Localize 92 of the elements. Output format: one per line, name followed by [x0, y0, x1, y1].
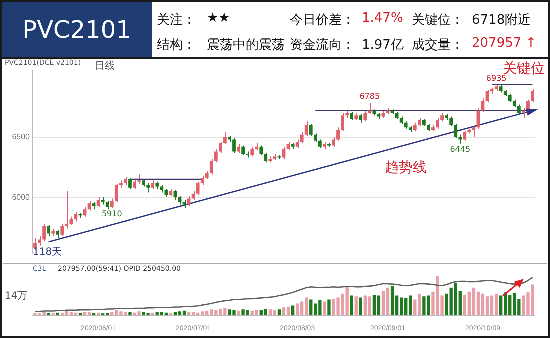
bar: [286, 306, 290, 316]
candlestick: [472, 126, 476, 138]
bar: [92, 313, 96, 316]
bar: [359, 298, 362, 316]
bar: [282, 308, 286, 316]
text: 今日价差：: [290, 12, 355, 29]
bar: [264, 309, 268, 316]
text: 成交量：: [412, 37, 464, 54]
text: 207957 ↑: [472, 36, 537, 51]
bar: [78, 313, 82, 316]
annotation: 6935: [486, 74, 507, 83]
bar: [255, 310, 258, 316]
candlestick: [146, 182, 150, 194]
bar: [468, 292, 472, 316]
candlestick: [128, 178, 132, 190]
bar: [472, 288, 476, 316]
bar: [328, 300, 331, 316]
bar: [490, 296, 494, 316]
bar: [169, 313, 173, 316]
text: 关键位：: [412, 12, 464, 29]
candlestick: [309, 124, 313, 137]
annotation: 趋势线: [385, 159, 427, 177]
y-tick-label: 6000: [12, 192, 31, 202]
candlestick: [138, 174, 141, 185]
text: 关注：: [157, 12, 196, 29]
candlestick: [260, 145, 264, 156]
text: PVC2101: [2, 2, 152, 57]
candlestick: [300, 132, 304, 144]
bar: [323, 302, 326, 316]
bar: [350, 296, 354, 316]
text: 震荡中的震荡: [207, 37, 285, 54]
bar: [268, 310, 272, 316]
bar: [273, 310, 277, 316]
candlestick: [232, 138, 236, 154]
candlestick: [454, 124, 458, 139]
bar: [174, 312, 178, 316]
bar: [70, 312, 74, 316]
bar: [386, 288, 390, 316]
bar: [178, 312, 182, 316]
bar: [377, 296, 381, 316]
candlestick: [110, 198, 114, 209]
candlestick: [481, 98, 485, 112]
bar: [310, 300, 313, 316]
candlestick: [47, 224, 51, 237]
candlestick: [517, 104, 521, 115]
candlestick: [450, 116, 454, 127]
bar: [237, 310, 240, 316]
y-tick-label: 6500: [12, 132, 31, 142]
candlestick: [250, 146, 254, 158]
bar: [476, 292, 480, 316]
candlestick: [196, 181, 200, 196]
text: 1.97亿: [362, 37, 404, 54]
bar: [500, 296, 503, 316]
bar: [291, 306, 295, 316]
candlestick: [65, 191, 69, 230]
text: 14万: [5, 290, 28, 303]
candlestick: [242, 145, 245, 156]
annotation: 6445: [450, 144, 471, 154]
text: 资金流向：: [290, 37, 355, 54]
bar: [128, 312, 132, 316]
bar: [481, 294, 485, 316]
annotation: 日线: [95, 60, 115, 73]
bar: [47, 313, 50, 316]
bar: [368, 296, 372, 316]
bar: [372, 295, 376, 316]
bar: [390, 286, 394, 316]
annotation: 118天: [33, 246, 62, 259]
bar: [187, 312, 191, 316]
candlestick: [364, 110, 368, 122]
bar: [354, 296, 358, 316]
bar: [182, 310, 186, 316]
text: ★★: [207, 11, 230, 26]
bar: [486, 296, 490, 316]
bar: [296, 304, 300, 316]
bar: [88, 312, 92, 316]
candlestick: [463, 130, 467, 142]
candlestick: [264, 152, 268, 164]
bar: [192, 312, 196, 316]
text: 1.47%: [362, 11, 404, 26]
candlestick: [96, 197, 100, 208]
bar: [110, 312, 114, 316]
annotation: 5910: [102, 209, 122, 218]
candlestick: [531, 88, 534, 103]
text: 结构：: [157, 37, 196, 54]
bar: [494, 294, 498, 316]
candlestick: [304, 121, 308, 137]
bar: [83, 312, 87, 316]
bar: [278, 310, 282, 316]
candlestick: [60, 224, 64, 237]
annotation: 6785: [360, 92, 380, 102]
bar: [382, 291, 386, 316]
text: 6718附近: [472, 12, 532, 29]
